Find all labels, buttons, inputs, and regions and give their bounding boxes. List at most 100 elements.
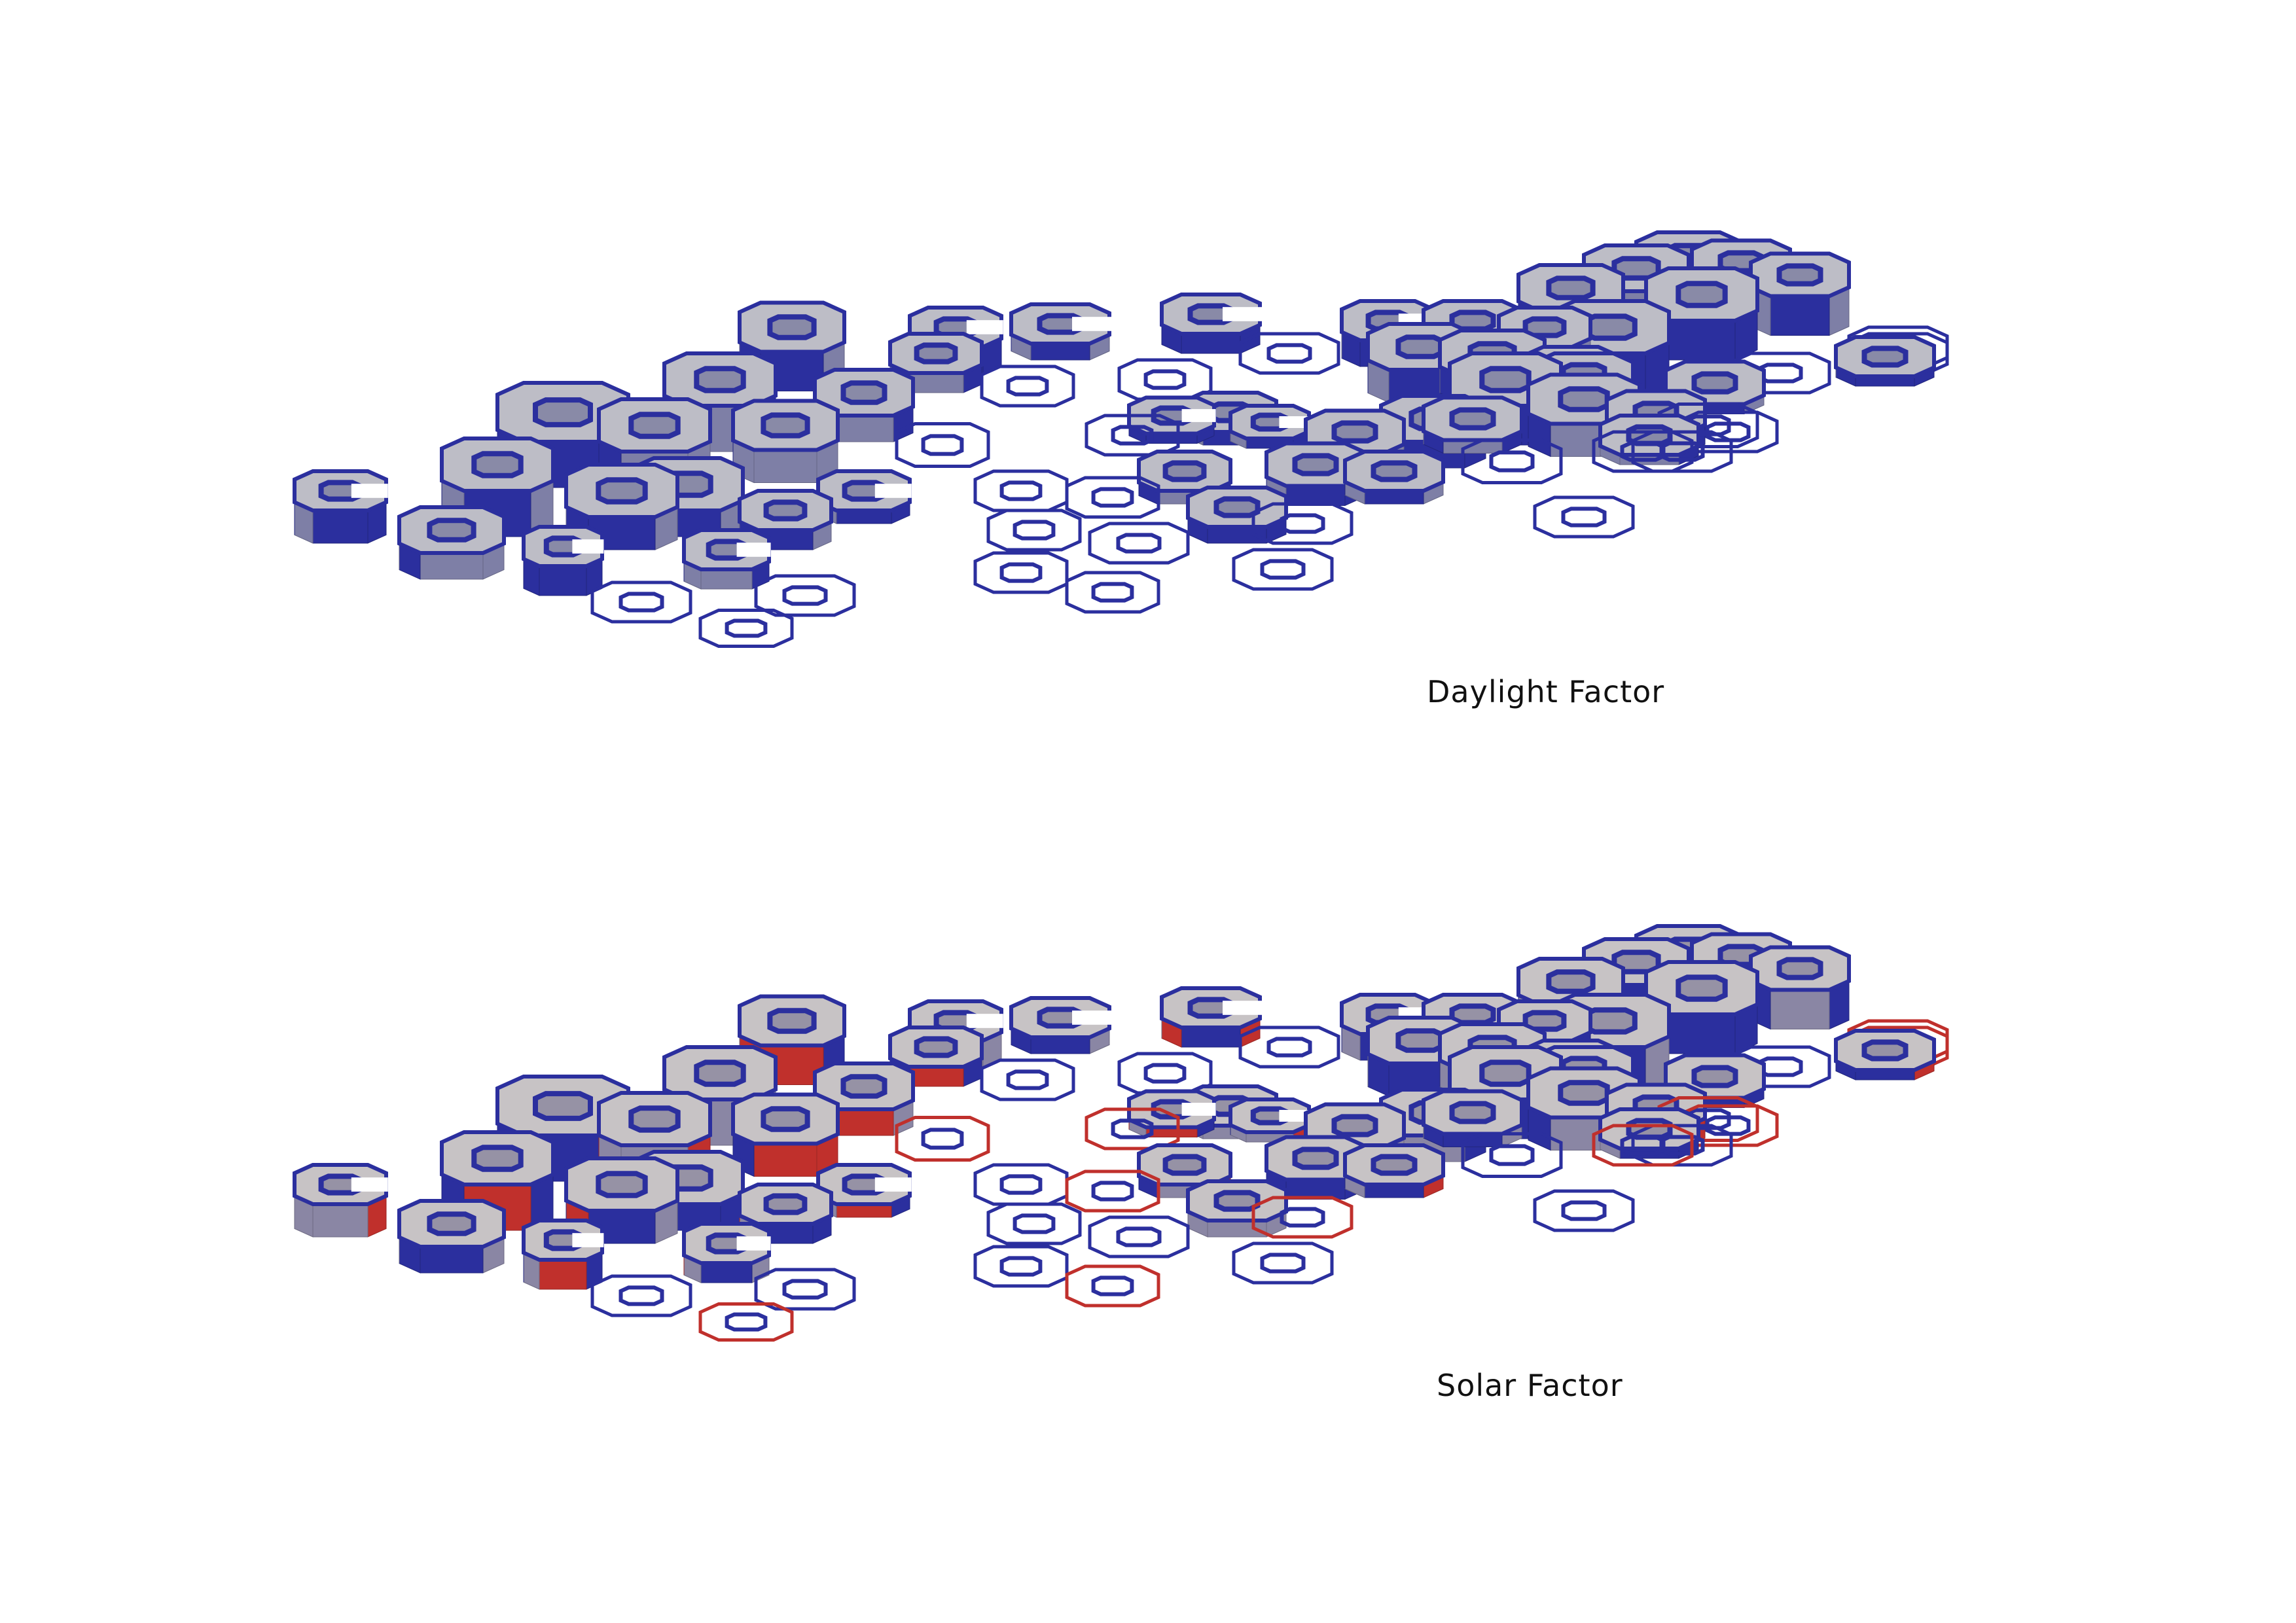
building-module — [522, 525, 604, 596]
building-module — [754, 1268, 856, 1311]
wall-face — [700, 569, 753, 590]
ring-outline — [754, 574, 856, 617]
courtyard — [1522, 316, 1567, 338]
daylight-factor-caption: Daylight Factor — [1427, 674, 1665, 709]
courtyard — [1213, 496, 1261, 518]
courtyard — [1558, 1080, 1610, 1106]
building-module — [1065, 1264, 1160, 1308]
open-side — [966, 320, 1003, 334]
courtyard — [1546, 969, 1596, 994]
building-module — [1343, 450, 1445, 505]
courtyard — [706, 1232, 747, 1255]
building-module — [1461, 438, 1563, 484]
courtyard — [1479, 1060, 1532, 1087]
building-module — [1834, 335, 1936, 387]
building-module — [1127, 1089, 1216, 1138]
open-side — [1072, 1010, 1111, 1025]
courtyard — [1395, 1028, 1445, 1053]
courtyard — [1037, 1007, 1084, 1029]
ring-outline — [1232, 1241, 1334, 1285]
building-module — [1065, 1169, 1160, 1213]
courtyard — [1331, 420, 1378, 444]
open-side — [736, 543, 771, 557]
building-module — [731, 1092, 840, 1177]
courtyard — [761, 1106, 810, 1132]
courtyard — [1861, 1039, 1909, 1061]
building-module — [895, 422, 990, 468]
building-module — [698, 609, 794, 648]
open-side — [572, 539, 604, 554]
wall-face — [1668, 1014, 1736, 1054]
ring-outline — [1592, 430, 1694, 473]
ring-outline — [754, 1268, 856, 1311]
courtyard — [1776, 957, 1823, 980]
ring-outline — [1631, 430, 1733, 473]
building-module — [980, 1058, 1075, 1101]
ring-outline — [1232, 548, 1334, 591]
ring-inner-outline — [999, 1174, 1043, 1195]
courtyard — [1292, 1147, 1339, 1170]
building-module — [682, 1222, 771, 1283]
ring-inner-outline — [1260, 559, 1306, 580]
building-module — [1127, 395, 1216, 444]
open-side — [1181, 1103, 1216, 1116]
ring-inner-outline — [999, 480, 1043, 501]
courtyard — [1676, 281, 1728, 308]
courtyard — [1213, 1190, 1261, 1212]
ring-inner-outline — [1280, 1207, 1325, 1228]
daylight-factor-plot — [293, 230, 1949, 648]
wall-face — [312, 510, 368, 544]
courtyard — [427, 518, 476, 543]
ring-inner-outline — [1561, 1200, 1607, 1221]
ring-inner-outline — [1091, 487, 1134, 508]
courtyard — [1037, 313, 1084, 335]
building-module — [397, 1199, 506, 1274]
courtyard — [763, 499, 808, 522]
building-module — [1088, 522, 1190, 565]
wall-face — [908, 1066, 964, 1087]
ring-inner-outline — [1143, 369, 1187, 390]
wall-face — [312, 1204, 368, 1238]
building-module — [1232, 1241, 1334, 1285]
ring-outline — [1631, 1124, 1733, 1167]
courtyard — [543, 535, 583, 558]
building-module — [564, 1156, 679, 1244]
ring-outline — [895, 1116, 990, 1162]
wall-face — [700, 1262, 753, 1283]
building-module — [973, 469, 1069, 512]
ring-inner-outline — [1111, 425, 1154, 446]
ring-inner-outline — [1489, 1144, 1535, 1166]
courtyard — [628, 412, 681, 439]
courtyard — [1449, 407, 1496, 431]
wall-face — [1030, 343, 1090, 361]
courtyard — [1583, 1007, 1638, 1035]
building-module — [973, 1245, 1069, 1288]
ring-outline — [1065, 1169, 1160, 1213]
building-module — [1533, 495, 1635, 539]
ring-outline — [1461, 438, 1563, 484]
building-module — [1749, 251, 1851, 336]
building-module — [895, 1116, 990, 1162]
building-module — [973, 1163, 1069, 1206]
building-module — [731, 399, 840, 484]
building-module — [1533, 1189, 1635, 1232]
courtyard — [1449, 1101, 1496, 1124]
ring-inner-outline — [1280, 513, 1325, 534]
wall-face — [1181, 333, 1241, 354]
ring-inner-outline — [1013, 1213, 1056, 1234]
courtyard — [318, 1173, 363, 1196]
ring-outline — [973, 1245, 1069, 1288]
solar-factor-caption: Solar Factor — [1437, 1368, 1623, 1403]
wall-face — [420, 552, 484, 580]
courtyard — [543, 1229, 583, 1251]
building-module — [682, 528, 771, 590]
courtyard — [1479, 366, 1532, 393]
wall-face — [908, 372, 964, 393]
wall-face — [834, 1109, 894, 1136]
open-side — [1279, 1110, 1311, 1122]
open-side — [874, 1177, 912, 1192]
building-module — [1343, 1143, 1445, 1198]
building-module — [1160, 986, 1262, 1048]
courtyard — [533, 397, 593, 427]
courtyard — [1250, 412, 1289, 432]
